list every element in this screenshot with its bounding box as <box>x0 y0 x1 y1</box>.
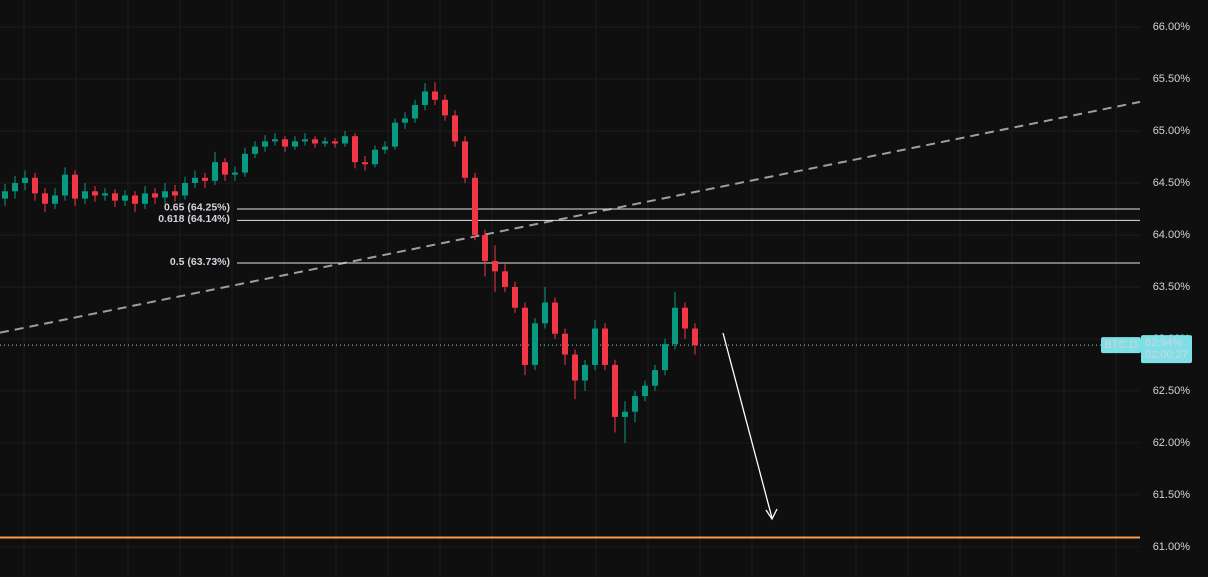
y-tick-label: 64.00% <box>1153 229 1191 241</box>
candle-body <box>72 174 78 199</box>
candle-body <box>342 136 348 144</box>
candle-body <box>412 105 418 119</box>
candle-body <box>672 307 678 345</box>
candle-body <box>502 271 508 287</box>
candle-body <box>312 139 318 144</box>
candle-body <box>652 370 658 386</box>
price-tag <box>1141 335 1192 364</box>
y-tick-label: 63.50% <box>1153 281 1191 293</box>
candle-body <box>322 141 328 144</box>
candle-body <box>422 91 428 106</box>
candle-body <box>612 364 618 417</box>
candle-body <box>622 411 628 417</box>
candle-body <box>592 328 598 365</box>
candle-body <box>252 146 258 154</box>
candle-body <box>362 162 368 165</box>
candle-body <box>2 191 8 199</box>
candle-body <box>152 193 158 198</box>
y-tick-label: 62.50% <box>1153 385 1191 397</box>
candle-body <box>582 364 588 381</box>
fib-label: 0.618 (64.14%) <box>158 213 230 225</box>
arrow-shaft <box>722 332 773 519</box>
candle-body <box>182 182 188 196</box>
y-tick-label: 61.00% <box>1153 541 1191 553</box>
candle-body <box>452 115 458 142</box>
candle-body <box>272 139 278 142</box>
y-tick-label: 65.00% <box>1153 125 1191 137</box>
candle-body <box>662 344 668 371</box>
candle-body <box>402 118 408 123</box>
candle-body <box>242 153 248 173</box>
candle-body <box>352 136 358 163</box>
y-tick-label: 61.50% <box>1153 489 1191 501</box>
candle-body <box>692 328 698 346</box>
candle-body <box>212 162 218 181</box>
fib-label: 0.5 (63.73%) <box>170 256 230 268</box>
candle-body <box>472 177 478 235</box>
candle-body <box>532 323 538 365</box>
candle-body <box>172 191 178 196</box>
candle-body <box>292 141 298 147</box>
y-tick-label: 64.50% <box>1153 177 1191 189</box>
candle-body <box>192 177 198 183</box>
candle-body <box>602 328 608 365</box>
candle-body <box>102 193 108 196</box>
symbol-tag <box>1101 337 1141 354</box>
candle-body <box>482 234 488 261</box>
candle-body <box>32 177 38 194</box>
candle-body <box>42 193 48 204</box>
candle-body <box>522 307 528 365</box>
candle-body <box>162 191 168 198</box>
candle-body <box>432 91 438 100</box>
candle-body <box>22 177 28 183</box>
candle-body <box>552 302 558 334</box>
candle-body <box>442 99 448 116</box>
candle-body <box>682 307 688 329</box>
y-tick-label: 62.00% <box>1153 437 1191 449</box>
candle-body <box>142 193 148 204</box>
price-label: 62.94% <box>1145 337 1183 349</box>
candle-body <box>462 141 468 178</box>
arrow-head <box>765 508 778 521</box>
candle-body <box>572 354 578 381</box>
candle-body <box>82 191 88 199</box>
y-tick-label: 65.50% <box>1153 73 1191 85</box>
candle-body <box>302 139 308 142</box>
candle-body <box>132 195 138 204</box>
candle-body <box>372 149 378 165</box>
candle-body <box>122 195 128 201</box>
candle-body <box>262 141 268 147</box>
candle-body <box>202 177 208 181</box>
candle-body <box>282 139 288 147</box>
candle-body <box>332 141 338 144</box>
candle-body <box>382 146 388 150</box>
y-tick-label: 66.00% <box>1153 21 1191 33</box>
candle-body <box>562 333 568 355</box>
candle-body <box>642 385 648 397</box>
candle-body <box>392 122 398 147</box>
symbol-label: BTC.D <box>1105 339 1138 351</box>
candle-body <box>92 191 98 196</box>
candle-body <box>12 182 18 192</box>
candle-body <box>512 286 518 308</box>
candle-body <box>492 260 498 272</box>
fib-label: 0.65 (64.25%) <box>164 202 230 214</box>
countdown-label: 02:00:27 <box>1145 349 1188 361</box>
candle-body <box>62 174 68 196</box>
candle-body <box>222 162 228 175</box>
candle-body <box>232 172 238 175</box>
candle-body <box>542 302 548 324</box>
candle-body <box>112 193 118 201</box>
candle-body <box>632 396 638 412</box>
candle-body <box>52 195 58 204</box>
